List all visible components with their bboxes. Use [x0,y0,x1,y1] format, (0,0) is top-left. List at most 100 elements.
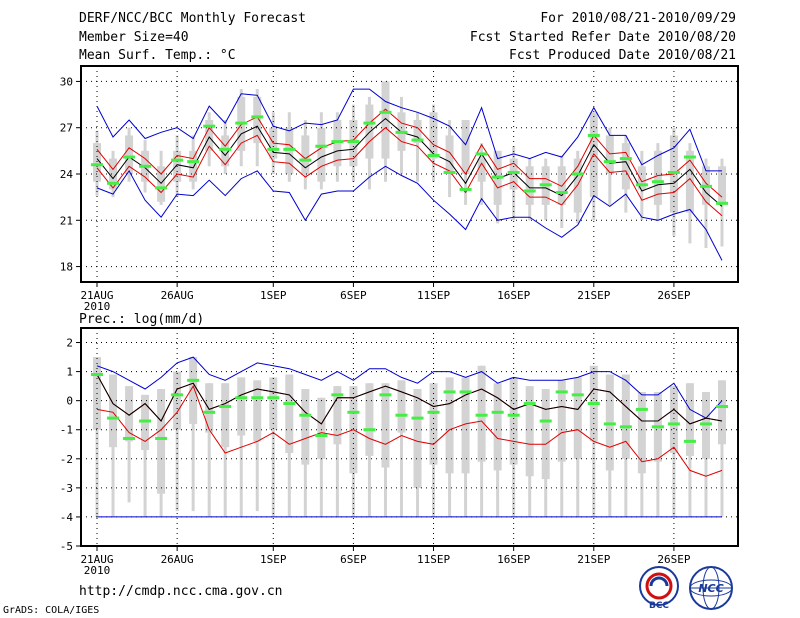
precip-box [445,377,454,474]
precip-box [493,383,502,471]
precip-median-marker [331,393,344,397]
precip-median-marker [379,393,392,397]
precip-median-marker [443,390,456,394]
precip-median-marker [235,396,248,400]
precip-box [637,391,646,474]
precip-mean-line [96,374,723,425]
temp-median-marker [155,186,168,190]
precip-xtick-label: 1SEP [260,553,287,566]
precip-median-marker [555,390,568,394]
temp-median-marker [587,133,600,137]
precip-box [109,374,118,448]
ncc-logo-text: NCC [698,582,723,595]
precip-box [461,377,470,474]
temp-box [125,135,134,174]
temp-median-marker [395,130,408,134]
temp-median-marker [379,110,392,114]
temp-min-line [96,165,723,261]
source-url[interactable]: http://cmdp.ncc.cma.gov.cn [79,584,283,599]
precip-median-marker [571,393,584,397]
temp-median-marker [171,158,184,162]
temp-xtick-label: 26AUG [161,289,194,302]
precip-xtick-label: 21SEP [577,553,610,566]
precip-ytick-label: 2 [66,337,73,350]
precip-box [541,389,550,480]
forecast-started-date: Fcst Started Refer Date 2010/08/20 [469,30,736,45]
temp-median-marker [251,115,264,119]
temp-box [605,135,614,174]
precip-median-marker [363,428,376,432]
precip-median-marker [715,404,728,408]
temp-box [285,127,294,174]
temp-box [653,150,662,205]
temp-median-marker [363,121,376,125]
temp-xtick-label: 16SEP [497,289,530,302]
precip-median-marker [587,402,600,406]
temp-mean-line [96,117,723,207]
precip-box [301,389,310,465]
temp-median-marker [555,191,568,195]
temp-box [157,166,166,202]
temp-box [189,150,198,182]
precip-ytick-label: 1 [66,366,73,379]
temp-box [109,158,118,190]
precip-mean-minus-line [96,384,723,477]
temp-box [637,166,646,190]
temp-box [429,112,438,159]
temp-box [349,120,358,167]
ncc-logo: NCC [689,566,733,610]
precip-box [525,386,534,477]
temp-xtick-label: 26SEP [657,289,690,302]
temp-box [317,127,326,182]
temp-median-marker [475,152,488,156]
bcc-logo-text: BCC [649,601,669,611]
temp-box [381,81,390,159]
precip-box [205,383,214,433]
temp-ytick-label: 21 [60,214,73,227]
precip-median-marker [283,402,296,406]
precip-median-marker [91,373,104,377]
precip-box [413,389,422,488]
precip-median-marker [699,422,712,426]
temp-median-marker [715,201,728,205]
temp-median-marker [91,163,104,167]
temp-median-marker [619,157,632,161]
temp-median-marker [667,170,680,174]
temp-median-marker [523,189,536,193]
precip-median-marker [299,413,312,417]
temp-box [461,120,470,174]
temp-mean-minus-line [96,127,723,217]
temp-median-marker [459,187,472,191]
forecast-produced-date: Fcst Produced Date 2010/08/21 [509,48,736,63]
variable-label: Mean Surf. Temp.: °C [79,48,236,63]
precip-xtick-label: 26AUG [161,553,194,566]
precip-box [509,377,518,465]
precip-ytick-label: -5 [60,540,73,553]
precip-ytick-label: -2 [60,453,73,466]
precip-median-marker [107,416,120,420]
precip-box [221,383,230,448]
precip-median-marker [651,425,664,429]
precip-box [157,389,166,494]
temp-median-marker [347,140,360,144]
precip-ytick-label: 0 [66,395,73,408]
temp-box [221,135,230,167]
temp-xtick-label: 21AUG [80,289,113,302]
precip-box [685,383,694,456]
temp-box [509,158,518,190]
temp-median-marker [507,170,520,174]
temp-median-marker [315,144,328,148]
temp-box [685,150,694,213]
temp-ytick-label: 24 [60,168,74,181]
precip-xtick-label: 26SEP [657,553,690,566]
precip-ytick-label: -4 [60,511,74,524]
precip-median-marker [667,422,680,426]
temp-xtick-label: 11SEP [417,289,450,302]
temp-box [205,120,214,151]
temp-median-marker [107,181,120,185]
precip-year-label: 2010 [84,564,111,577]
precip-max-line [96,356,723,419]
temp-median-marker [219,147,232,151]
precip-median-marker [523,402,536,406]
